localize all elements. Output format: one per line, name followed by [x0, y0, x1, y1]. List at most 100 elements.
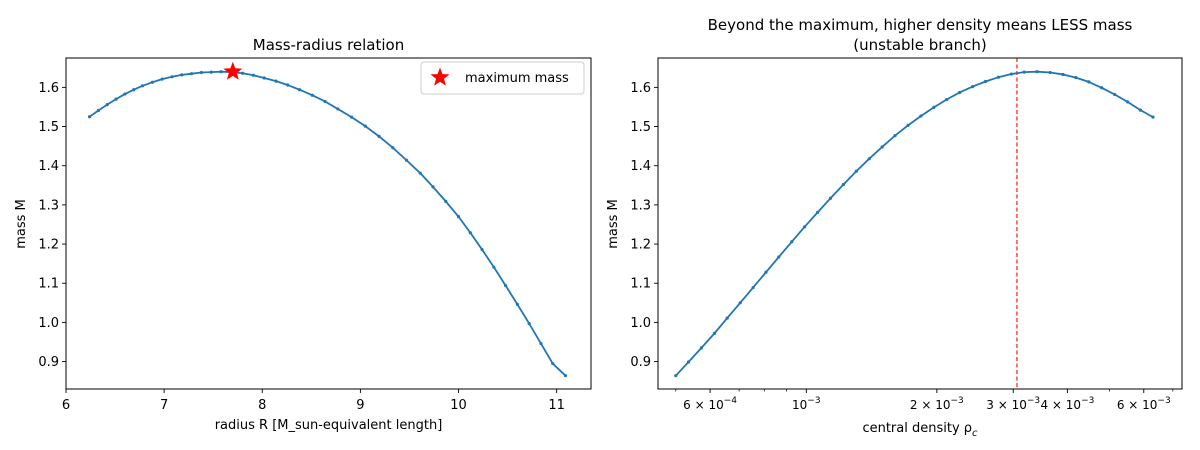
data-point — [527, 321, 531, 326]
data-point — [418, 171, 422, 175]
chart-title: Mass-radius relation — [253, 36, 404, 54]
data-point — [150, 80, 154, 84]
data-point — [1022, 70, 1026, 74]
data-point — [841, 182, 846, 187]
data-point — [241, 71, 245, 75]
data-point — [140, 84, 145, 88]
data-point — [551, 361, 555, 366]
data-point — [971, 84, 975, 89]
data-point — [404, 158, 409, 162]
x-tick-label: 6 × 10−4 — [683, 396, 737, 412]
data-point — [867, 157, 871, 161]
x-tick-label: 7 — [160, 398, 168, 413]
data-point — [725, 316, 729, 320]
data-point — [686, 360, 691, 364]
chart-subtitle: (unstable branch) — [853, 36, 986, 54]
data-point — [1061, 72, 1065, 77]
data-point — [160, 77, 164, 81]
y-tick-label: 1.5 — [630, 120, 651, 135]
axes-frame — [65, 57, 592, 390]
y-tick-label: 1.6 — [38, 81, 59, 96]
data-point — [996, 75, 1001, 79]
chart-title: Beyond the maximum, higher density means… — [708, 16, 1133, 34]
data-point — [349, 115, 354, 119]
data-point — [983, 79, 988, 84]
data-point — [1009, 72, 1013, 76]
data-point — [803, 225, 807, 229]
data-point — [105, 103, 109, 107]
data-point — [492, 265, 496, 269]
data-point — [504, 283, 508, 288]
data-point — [958, 90, 962, 95]
x-axis-label: central density ρc — [862, 421, 978, 439]
series-line — [675, 70, 1154, 377]
x-tick-label: 8 — [258, 398, 266, 413]
legend-frame — [420, 61, 585, 95]
plot-area: 0.9 1.0 1.1 1.2 1.3 1.4 1.5 1.6 6 7 8 9 10 11 — [38, 57, 592, 413]
x-tick-label: 2 × 10−3 — [910, 396, 964, 412]
y-tick-label: 1.1 — [630, 277, 651, 292]
legend-label: maximum mass — [465, 71, 569, 86]
y-axis-label: mass M — [14, 199, 29, 249]
data-point — [854, 169, 858, 173]
legend-star-marker — [430, 67, 450, 86]
data-point — [515, 302, 520, 306]
density-mass-chart: Beyond the maximum, higher density means… — [606, 16, 1183, 439]
data-point — [1048, 70, 1052, 75]
data-point — [738, 301, 742, 305]
y-tick-label: 1.5 — [38, 120, 59, 135]
mass-radius-chart: Mass-radius relation 0.9 1.0 1.1 1.2 1.3 1.4 1… — [14, 36, 592, 433]
y-tick-label: 1.6 — [630, 81, 651, 96]
x-tick-label: 3 × 10−3 — [986, 396, 1040, 412]
x-tick-label: 10 — [450, 398, 467, 413]
data-point — [539, 341, 543, 346]
max-mass-star-point — [223, 61, 243, 80]
data-point — [286, 83, 290, 87]
y-tick-label: 1.0 — [630, 316, 651, 331]
y-axis-label: mass M — [606, 199, 621, 249]
data-point — [363, 124, 367, 128]
data-point — [209, 70, 213, 74]
data-point — [751, 285, 755, 290]
data-point — [336, 107, 340, 111]
y-tick-label: 1.0 — [38, 316, 59, 331]
data-point — [1100, 86, 1104, 90]
data-point — [170, 75, 174, 79]
y-tick-label: 1.2 — [38, 238, 59, 253]
data-point — [132, 88, 136, 92]
x-tick-label: 11 — [548, 398, 565, 413]
data-point — [1151, 115, 1155, 119]
data-point — [563, 374, 568, 378]
data-point — [674, 374, 678, 378]
data-point — [199, 70, 204, 75]
data-point — [391, 146, 395, 150]
data-point — [251, 73, 256, 77]
y-tick-label: 1.2 — [630, 238, 651, 253]
data-point — [219, 70, 223, 74]
data-point — [1035, 70, 1039, 74]
y-tick-label: 0.9 — [38, 355, 59, 370]
data-point — [1125, 100, 1130, 104]
data-point — [96, 108, 100, 113]
data-point — [114, 97, 118, 101]
data-point — [1113, 92, 1117, 97]
data-point — [262, 76, 266, 80]
x-tick-label: 10−3 — [792, 396, 821, 412]
data-point — [1074, 75, 1078, 80]
data-point — [880, 145, 884, 149]
data-point — [828, 196, 833, 200]
x-tick-label: 9 — [356, 398, 364, 413]
data-point — [190, 72, 194, 76]
data-point — [274, 79, 278, 83]
data-point — [456, 215, 461, 219]
data-point — [468, 231, 472, 235]
data-point — [444, 199, 448, 203]
data-point — [790, 240, 794, 244]
x-tick-label: 6 — [62, 398, 70, 413]
data-point — [816, 210, 820, 214]
y-tick-label: 1.4 — [38, 159, 59, 174]
data-point — [932, 105, 936, 109]
axes-frame — [657, 57, 1183, 390]
